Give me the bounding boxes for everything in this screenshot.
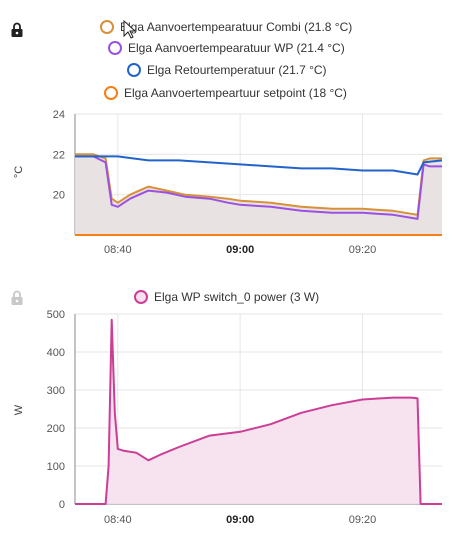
y-tick-label: 400 xyxy=(47,347,65,359)
y-axis-label: W xyxy=(13,404,25,415)
legend-item[interactable]: Elga WP switch_0 power (3 W) xyxy=(134,290,319,304)
series-line xyxy=(75,155,443,176)
legend-label: Elga Aanvoertempearatuur WP (21.4 °C) xyxy=(128,41,345,55)
legend-label: Elga Retourtemperatuur (21.7 °C) xyxy=(147,63,327,77)
x-tick-label: 09:20 xyxy=(349,244,377,256)
y-tick-label: 22 xyxy=(53,149,65,161)
y-tick-label: 100 xyxy=(47,461,65,473)
mouse-cursor-icon xyxy=(123,19,137,45)
legend-label: Elga Aanvoertempeartuur setpoint (18 °C) xyxy=(124,86,347,100)
lock-icon-secondary[interactable] xyxy=(10,290,24,306)
series-area xyxy=(75,319,442,504)
y-tick-label: 0 xyxy=(59,499,65,511)
power-chart: 0 100 200 300 400 500 08:40 09:00 09:20 W xyxy=(13,309,442,526)
legend-swatch-icon xyxy=(100,20,114,34)
legend-item[interactable]: Elga Aanvoertempearatuur WP (21.4 °C) xyxy=(108,41,345,55)
legend-item[interactable]: Elga Retourtemperatuur (21.7 °C) xyxy=(127,63,327,77)
series-area xyxy=(75,154,442,235)
series-line xyxy=(75,318,442,505)
legend-label: Elga WP switch_0 power (3 W) xyxy=(154,290,320,304)
y-tick-label: 300 xyxy=(47,385,65,397)
x-tick-label: 08:40 xyxy=(104,244,132,256)
y-axis-label: °C xyxy=(13,166,25,178)
series-line xyxy=(75,155,442,220)
x-tick-label: 08:40 xyxy=(104,514,132,526)
legend-swatch-icon xyxy=(134,290,148,304)
y-tick-label: 20 xyxy=(53,190,65,202)
x-tick-label: 09:00 xyxy=(226,514,254,526)
lock-icon[interactable] xyxy=(10,22,24,38)
legend-label: Elga Aanvoertempearatuur Combi (21.8 °C) xyxy=(120,20,353,34)
legend-item[interactable]: Elga Aanvoertempeartuur setpoint (18 °C) xyxy=(104,86,347,100)
y-tick-label: 500 xyxy=(47,309,65,321)
temperature-chart: 20 22 24 08:40 09:00 09:20 °C xyxy=(13,109,443,256)
series-line xyxy=(75,153,442,216)
legend-swatch-icon xyxy=(104,86,118,100)
legend-swatch-icon xyxy=(108,41,122,55)
x-tick-label: 09:20 xyxy=(349,514,377,526)
legend-swatch-icon xyxy=(127,63,141,77)
legend-item[interactable]: Elga Aanvoertempearatuur Combi (21.8 °C) xyxy=(100,20,352,34)
y-tick-label: 200 xyxy=(47,423,65,435)
x-tick-label: 09:00 xyxy=(226,244,254,256)
y-tick-label: 24 xyxy=(53,109,65,121)
